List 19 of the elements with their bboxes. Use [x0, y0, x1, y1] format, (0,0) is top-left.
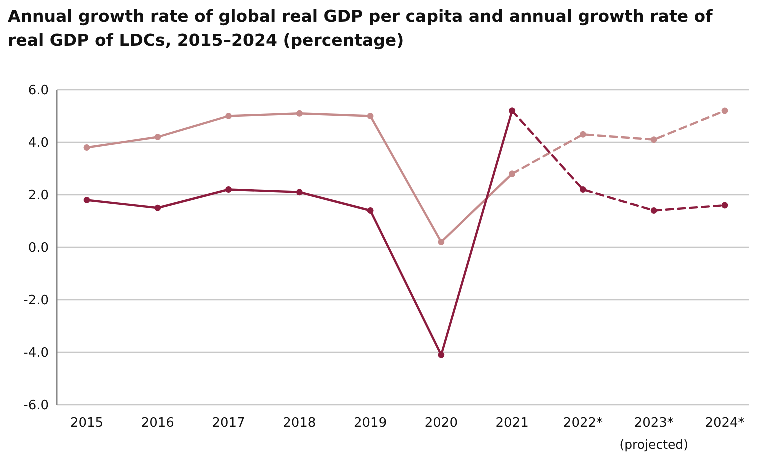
x-tick-label: 2024* [705, 416, 746, 431]
y-tick-label: -2.0 [24, 294, 49, 309]
y-tick-label: -6.0 [24, 398, 49, 414]
y-tick-label: 2.0 [28, 188, 49, 204]
x-tick-label: 2019 [354, 416, 388, 431]
y-tick-label: -4.0 [24, 346, 49, 362]
x-tick-label: 2018 [283, 416, 316, 431]
y-tick-label: 6.0 [28, 84, 49, 99]
x-tick-label: 2015 [70, 416, 104, 431]
y-tick-label: 4.0 [28, 136, 49, 152]
x-tick-label: 2022* [563, 416, 604, 431]
x-tick-label: 2021 [496, 416, 529, 431]
x-tick-label: 2023* [634, 416, 674, 431]
chart-title: Annual growth rate of global real GDP per capita and annual growth rate of real GDP of LDCs, 2015–2024 (percentage) [8, 7, 714, 50]
y-tick-label: 0.0 [28, 241, 49, 256]
x-tick-label: 2020 [424, 416, 458, 431]
text: (projected) [620, 437, 688, 452]
x-tick-label: 2017 [212, 416, 246, 431]
x-tick-label: 2016 [141, 416, 174, 431]
